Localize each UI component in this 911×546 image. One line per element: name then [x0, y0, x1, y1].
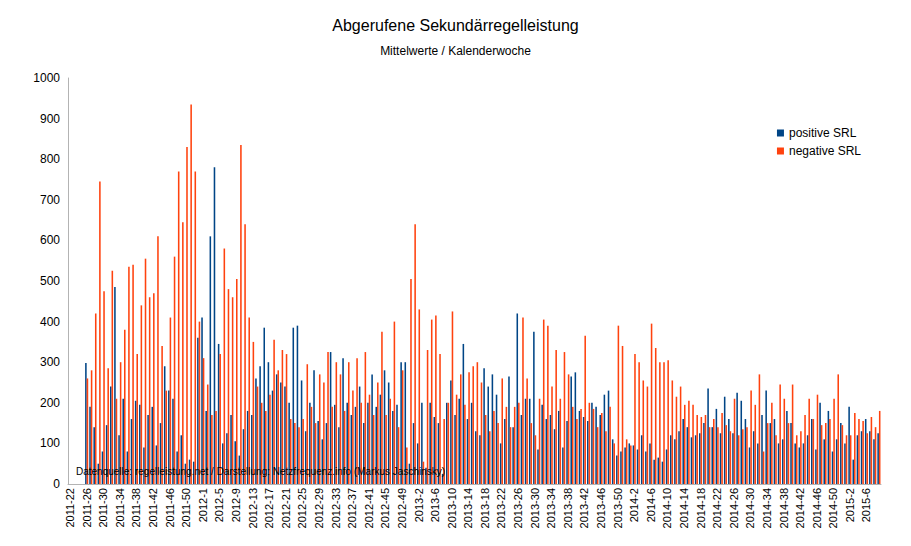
svg-text:2011-26: 2011-26 [81, 488, 93, 528]
svg-text:200: 200 [40, 396, 60, 410]
svg-text:2013-22: 2013-22 [495, 488, 507, 528]
svg-text:2012-45: 2012-45 [379, 488, 391, 528]
svg-text:2014-46: 2014-46 [811, 488, 823, 528]
svg-text:900: 900 [40, 112, 60, 126]
svg-text:100: 100 [40, 436, 60, 450]
svg-text:2013-46: 2013-46 [595, 488, 607, 528]
svg-text:300: 300 [40, 355, 60, 369]
svg-text:2012-37: 2012-37 [346, 488, 358, 528]
svg-text:0: 0 [53, 477, 60, 491]
svg-text:2011-34: 2011-34 [114, 488, 126, 528]
svg-text:1000: 1000 [33, 71, 60, 85]
svg-text:2014-38: 2014-38 [778, 488, 790, 528]
svg-text:2011-30: 2011-30 [97, 488, 109, 528]
svg-text:500: 500 [40, 274, 60, 288]
svg-text:2012-49: 2012-49 [396, 488, 408, 528]
svg-text:2013-6: 2013-6 [429, 488, 441, 522]
svg-text:2012-17: 2012-17 [263, 488, 275, 528]
svg-text:2013-38: 2013-38 [562, 488, 574, 528]
svg-text:2014-42: 2014-42 [794, 488, 806, 528]
svg-text:2014-14: 2014-14 [678, 488, 690, 528]
svg-text:600: 600 [40, 233, 60, 247]
svg-text:400: 400 [40, 315, 60, 329]
svg-text:2012-13: 2012-13 [247, 488, 259, 528]
svg-text:2014-2: 2014-2 [628, 488, 640, 522]
svg-text:2011-50: 2011-50 [180, 488, 192, 528]
svg-text:2014-22: 2014-22 [711, 488, 723, 528]
svg-text:2012-41: 2012-41 [363, 488, 375, 528]
svg-text:2011-46: 2011-46 [164, 488, 176, 528]
svg-text:2012-5: 2012-5 [213, 488, 225, 522]
svg-text:2011-38: 2011-38 [130, 488, 142, 528]
svg-text:2014-18: 2014-18 [695, 488, 707, 528]
svg-text:2013-50: 2013-50 [612, 488, 624, 528]
svg-text:2014-26: 2014-26 [728, 488, 740, 528]
svg-text:2014-34: 2014-34 [761, 488, 773, 528]
svg-text:2014-10: 2014-10 [661, 488, 673, 528]
svg-text:negative SRL: negative SRL [789, 144, 861, 158]
svg-text:2013-10: 2013-10 [446, 488, 458, 528]
svg-text:2015-6: 2015-6 [860, 488, 872, 522]
svg-text:2014-6: 2014-6 [645, 488, 657, 522]
svg-text:2012-29: 2012-29 [313, 488, 325, 528]
svg-text:2012-33: 2012-33 [330, 488, 342, 528]
svg-text:800: 800 [40, 152, 60, 166]
svg-text:positive SRL: positive SRL [789, 126, 857, 140]
svg-text:2011-22: 2011-22 [64, 488, 76, 528]
svg-text:2015-2: 2015-2 [844, 488, 856, 522]
svg-text:2013-42: 2013-42 [578, 488, 590, 528]
svg-text:700: 700 [40, 193, 60, 207]
svg-text:2013-2: 2013-2 [413, 488, 425, 522]
svg-text:2012-1: 2012-1 [197, 488, 209, 522]
svg-text:2012-25: 2012-25 [296, 488, 308, 528]
svg-text:Abgerufene Sekundärregelleistu: Abgerufene Sekundärregelleistung [332, 17, 578, 34]
svg-text:2013-30: 2013-30 [529, 488, 541, 528]
svg-text:2013-34: 2013-34 [545, 488, 557, 528]
svg-text:2012-9: 2012-9 [230, 488, 242, 522]
svg-text:2012-21: 2012-21 [280, 488, 292, 528]
svg-text:2014-50: 2014-50 [827, 488, 839, 528]
svg-text:2013-18: 2013-18 [479, 488, 491, 528]
svg-text:2011-42: 2011-42 [147, 488, 159, 528]
svg-text:2013-26: 2013-26 [512, 488, 524, 528]
svg-text:Datenquelle: regelleistung.net: Datenquelle: regelleistung.net / Darstel… [76, 466, 445, 477]
svg-text:2014-30: 2014-30 [744, 488, 756, 528]
svg-text:Mittelwerte / Kalenderwoche: Mittelwerte / Kalenderwoche [380, 44, 531, 58]
svg-text:2013-14: 2013-14 [462, 488, 474, 528]
